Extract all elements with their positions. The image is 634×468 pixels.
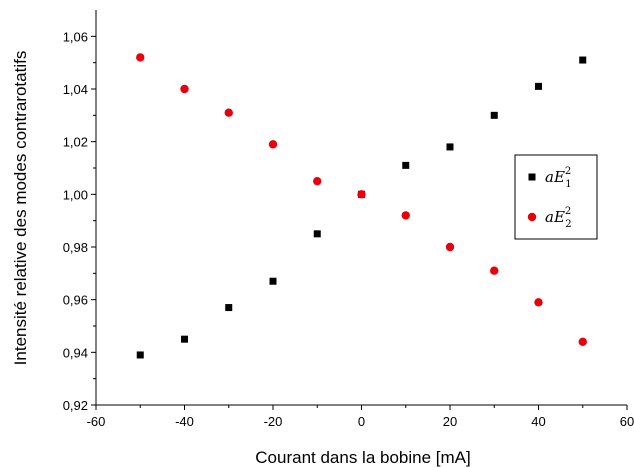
x-tick-label: 60 xyxy=(620,414,634,429)
data-point-series-2 xyxy=(313,176,322,186)
x-tick-label: 0 xyxy=(358,414,365,429)
legend-label-series-1: aE2 1 xyxy=(545,166,572,190)
data-point-series-1 xyxy=(446,143,454,151)
legend: aE2 1 aE2 2 xyxy=(514,154,598,240)
x-tick-label: -20 xyxy=(264,414,283,429)
data-point-series-1 xyxy=(579,56,587,64)
data-point-series-2 xyxy=(224,108,233,117)
data-point-series-2 xyxy=(534,298,543,307)
ticks: -60 -40 -20 0 20 40 60 0,92 0,94 0,96 0,98 1,00 1,02… xyxy=(63,29,634,429)
x-tick-label: 40 xyxy=(531,414,545,429)
data-point-series-2 xyxy=(180,84,189,94)
y-tick-label: 0,92 xyxy=(63,398,88,413)
legend-marker-series-1 xyxy=(528,173,536,181)
data-point-series-2 xyxy=(490,266,499,275)
data-point-series-2 xyxy=(578,337,587,346)
data-point-series-1 xyxy=(269,277,277,285)
legend-marker-series-2 xyxy=(527,212,537,222)
data-point-series-2 xyxy=(401,211,410,220)
data-point-series-2 xyxy=(357,190,366,199)
data-point-series-1 xyxy=(313,230,321,238)
data-point-series-1 xyxy=(490,111,498,119)
data-point-series-1 xyxy=(136,351,144,359)
y-tick-label: 0,96 xyxy=(63,293,88,308)
data-point-series-2 xyxy=(445,242,455,252)
y-tick-label: 0,98 xyxy=(63,240,88,255)
data-points xyxy=(136,53,587,359)
data-point-series-2 xyxy=(268,140,278,149)
data-point-series-1 xyxy=(535,82,542,90)
data-point-series-1 xyxy=(181,335,188,343)
x-tick-label: 20 xyxy=(443,414,457,429)
y-tick-label: 0,94 xyxy=(63,345,88,360)
y-tick-label: 1,06 xyxy=(63,29,88,44)
y-tick-label: 1,04 xyxy=(63,82,88,97)
y-axis-label: Intensité relative des modes contrarotat… xyxy=(11,51,30,366)
x-axis-label: Courant dans la bobine [mA] xyxy=(255,448,470,467)
y-tick-label: 1,02 xyxy=(63,135,88,150)
legend-box xyxy=(514,154,598,240)
data-point-series-1 xyxy=(225,304,233,312)
data-point-series-1 xyxy=(402,161,410,169)
x-tick-label: -40 xyxy=(175,414,194,429)
legend-label-series-2: aE2 2 xyxy=(545,206,572,230)
y-tick-label: 1,00 xyxy=(63,187,88,202)
data-point-series-2 xyxy=(136,53,145,62)
x-tick-label: -60 xyxy=(87,414,106,429)
